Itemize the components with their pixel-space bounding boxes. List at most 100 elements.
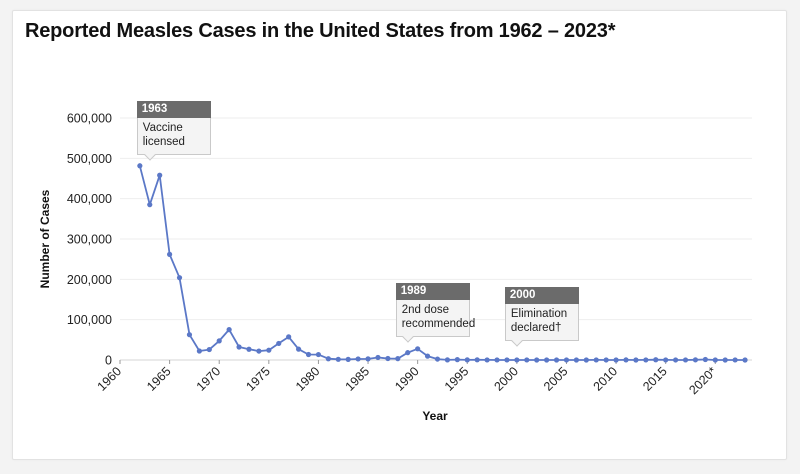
- data-point: [742, 357, 748, 363]
- data-point: [415, 346, 421, 352]
- data-point: [484, 357, 490, 363]
- x-tick-label: 1975: [243, 364, 273, 394]
- data-point: [563, 357, 570, 363]
- data-point: [633, 357, 639, 363]
- x-tick-label: 2000: [491, 364, 521, 394]
- data-point: [534, 357, 540, 363]
- data-point: [305, 351, 312, 358]
- y-axis-title: Number of Cases: [38, 189, 52, 288]
- data-point: [553, 357, 560, 363]
- data-point: [315, 351, 322, 358]
- data-point: [722, 357, 728, 363]
- y-tick-label: 600,000: [67, 112, 112, 126]
- x-tick-label: 1965: [144, 364, 174, 394]
- annotation-elimination-declared: 2000 Elimination declared†: [504, 287, 579, 347]
- data-point: [623, 357, 629, 363]
- data-point: [603, 357, 609, 363]
- y-tick-label: 200,000: [67, 273, 112, 287]
- x-tick-label: 2005: [541, 364, 571, 394]
- data-point: [544, 357, 550, 363]
- data-point: [176, 275, 183, 281]
- data-point: [147, 202, 153, 208]
- annotation-year: 2000: [504, 287, 579, 304]
- data-point: [375, 354, 381, 361]
- data-point: [355, 356, 361, 362]
- data-point: [504, 357, 510, 363]
- y-tick-label: 0: [105, 354, 112, 368]
- data-point: [345, 356, 351, 362]
- data-point: [157, 172, 163, 178]
- series-layer: [137, 163, 748, 363]
- data-point: [524, 357, 530, 363]
- annotation-second-dose: 1989 2nd dose recommended: [395, 283, 476, 343]
- x-tick-label: 1995: [442, 364, 472, 394]
- annotation-text-line: licensed: [142, 136, 185, 148]
- annotation-year: 1963: [136, 101, 211, 118]
- data-point: [335, 356, 341, 362]
- data-point: [454, 357, 460, 363]
- data-point: [216, 338, 222, 344]
- x-tick-label: 1985: [343, 364, 373, 394]
- x-tick-label: 1960: [95, 364, 125, 394]
- data-point: [266, 347, 272, 353]
- data-point: [573, 357, 579, 363]
- annotation-year: 1989: [395, 283, 470, 300]
- y-tick-label: 400,000: [67, 192, 112, 206]
- data-point: [325, 356, 331, 362]
- data-point: [643, 357, 649, 363]
- chart-card: [12, 10, 787, 460]
- data-point: [732, 357, 738, 363]
- y-tick-label: 300,000: [67, 233, 112, 247]
- data-point: [206, 346, 212, 353]
- x-tick-label: 2015: [640, 364, 670, 394]
- annotation-text-line: declared†: [510, 322, 562, 334]
- y-tick-label: 500,000: [67, 152, 112, 166]
- data-point: [682, 357, 689, 363]
- data-point: [256, 348, 262, 354]
- data-point: [494, 357, 500, 363]
- data-point: [246, 346, 252, 352]
- data-point: [186, 332, 193, 338]
- data-point: [434, 356, 441, 362]
- data-point: [295, 346, 302, 352]
- data-point: [692, 357, 699, 363]
- chart-title: Reported Measles Cases in the United Sta…: [25, 20, 616, 42]
- data-point: [196, 348, 202, 354]
- data-point: [137, 163, 143, 169]
- data-point: [405, 350, 411, 356]
- x-tick-label: 1990: [392, 364, 422, 394]
- annotation-text-line: 2nd dose: [401, 304, 450, 316]
- data-point: [385, 355, 391, 362]
- annotation-vaccine-licensed: 1963 Vaccine licensed: [136, 101, 211, 161]
- data-point: [276, 340, 282, 347]
- data-point: [395, 356, 401, 362]
- data-point: [673, 357, 679, 363]
- data-point: [593, 357, 599, 363]
- data-point: [663, 357, 669, 363]
- data-point: [236, 344, 242, 350]
- annotation-text-line: Vaccine: [142, 122, 183, 134]
- data-point: [514, 357, 520, 363]
- x-axis-title: Year: [422, 409, 448, 423]
- data-point: [365, 356, 371, 362]
- data-point: [286, 334, 292, 340]
- x-tick-label: 2010: [591, 364, 621, 394]
- data-point: [653, 357, 659, 363]
- data-point: [444, 357, 451, 363]
- x-tick-label: 2020*: [686, 364, 719, 397]
- x-tick-label: 1980: [293, 364, 323, 394]
- data-point: [583, 357, 589, 363]
- y-tick-label: 100,000: [67, 313, 112, 327]
- data-point: [424, 353, 431, 359]
- data-point: [702, 356, 708, 363]
- x-tick-label: 1970: [194, 364, 224, 394]
- data-point: [712, 357, 718, 363]
- data-point: [464, 357, 470, 363]
- data-point: [613, 357, 619, 363]
- data-point: [474, 357, 480, 363]
- annotation-text-line: recommended: [401, 318, 476, 330]
- data-point: [226, 327, 232, 333]
- data-point: [167, 251, 173, 257]
- annotation-text-line: Elimination: [510, 308, 568, 320]
